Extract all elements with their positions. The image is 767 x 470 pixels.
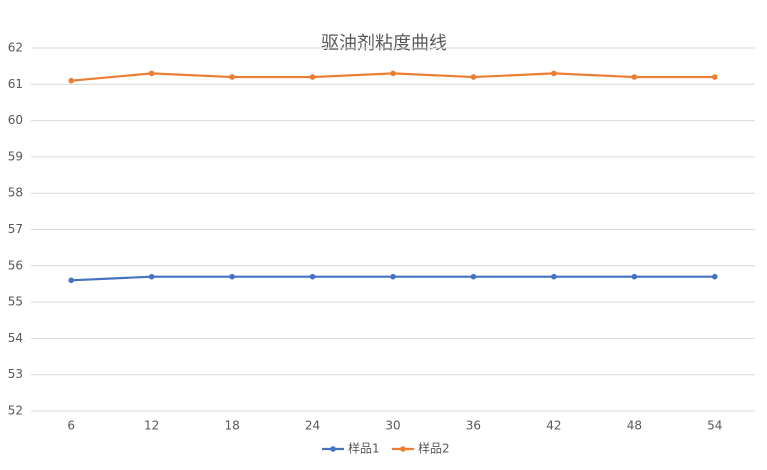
data-point [390, 273, 396, 280]
data-point [148, 273, 155, 280]
data-point [68, 77, 75, 84]
data-point [551, 273, 557, 280]
y-tick-label: 59 [8, 149, 23, 163]
data-point [309, 273, 316, 280]
x-tick-label: 48 [627, 419, 642, 433]
y-tick-label: 55 [8, 295, 23, 309]
y-tick-label: 61 [8, 77, 23, 91]
data-point [631, 273, 638, 280]
data-point [229, 74, 235, 80]
data-point [309, 74, 316, 80]
y-tick-label: 62 [8, 41, 23, 55]
x-tick-label: 42 [546, 419, 561, 433]
y-tick-label: 52 [8, 404, 23, 418]
x-tick-label: 30 [385, 419, 400, 433]
data-point [148, 70, 155, 77]
chart-title: 驱油剂粘度曲线 [321, 33, 447, 54]
x-tick-label: 36 [466, 419, 481, 433]
data-point [470, 273, 477, 280]
y-tick-label: 54 [8, 331, 23, 345]
x-tick-label: 12 [144, 419, 159, 433]
data-point [229, 273, 235, 280]
legend-label: 样品2 [418, 441, 450, 456]
data-point [68, 277, 75, 284]
x-tick-label: 6 [67, 419, 75, 433]
x-tick-label: 54 [707, 419, 722, 433]
y-tick-label: 56 [8, 258, 23, 272]
data-point [711, 74, 718, 80]
legend-label: 样品1 [348, 441, 380, 456]
legend-marker [330, 446, 336, 452]
data-point [470, 74, 477, 80]
data-point [390, 70, 396, 77]
y-tick-label: 58 [8, 186, 23, 200]
legend-marker [400, 446, 406, 452]
y-tick-label: 53 [8, 367, 23, 381]
y-tick-label: 57 [8, 222, 23, 236]
data-point [551, 70, 557, 77]
x-tick-label: 24 [305, 419, 320, 433]
y-tick-label: 60 [8, 113, 23, 127]
data-point [631, 74, 638, 80]
x-tick-label: 18 [224, 419, 239, 433]
data-point [711, 273, 718, 280]
